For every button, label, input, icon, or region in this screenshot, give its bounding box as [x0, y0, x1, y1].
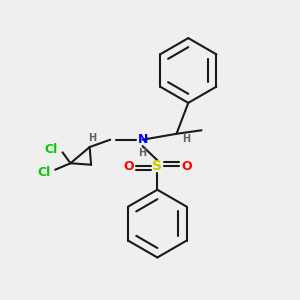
Text: Cl: Cl — [45, 143, 58, 157]
Text: N: N — [137, 133, 148, 146]
Text: H: H — [182, 134, 190, 144]
Text: O: O — [123, 160, 134, 173]
Text: H: H — [139, 148, 147, 158]
Text: S: S — [152, 159, 162, 173]
Text: O: O — [181, 160, 191, 173]
Text: Cl: Cl — [38, 166, 51, 178]
Text: H: H — [88, 133, 96, 143]
